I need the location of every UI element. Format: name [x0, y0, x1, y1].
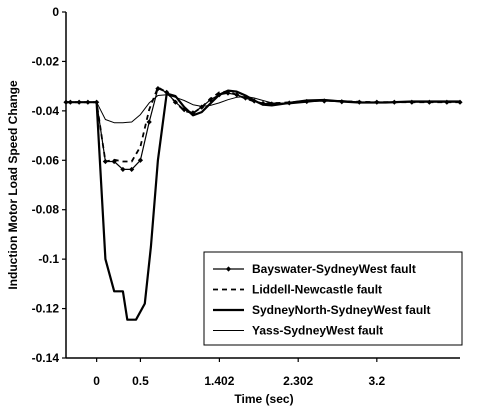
- data-point-marker: [207, 97, 214, 103]
- y-axis-title: Induction Motor Load Speed Change: [6, 80, 20, 290]
- axes: [65, 12, 460, 359]
- y-tick-label: -0.12: [32, 302, 60, 316]
- data-point-marker: [172, 99, 179, 105]
- data-point-marker: [242, 95, 249, 101]
- y-tick-label: -0.08: [32, 203, 60, 217]
- data-point-marker: [225, 90, 231, 96]
- data-point-marker: [251, 98, 257, 104]
- x-axis-ticks: 0 0.5 1.402 2.302 3.2: [93, 358, 385, 388]
- legend-label: Bayswater-SydneyWest fault: [252, 262, 416, 276]
- data-point-marker: [216, 92, 222, 98]
- data-point-marker: [94, 99, 100, 105]
- x-tick-label: 3.2: [368, 374, 385, 388]
- x-axis-title: Time (sec): [234, 392, 293, 406]
- data-point-marker: [67, 99, 73, 105]
- data-point-marker: [190, 110, 196, 116]
- data-point-marker: [260, 100, 266, 107]
- data-point-marker: [339, 99, 345, 105]
- y-tick-label: -0.14: [32, 351, 60, 365]
- data-point-marker: [269, 101, 275, 107]
- legend-marker: [225, 266, 232, 272]
- y-tick-label: -0.04: [32, 104, 60, 118]
- series-line: [66, 94, 460, 124]
- data-point-marker: [409, 99, 415, 105]
- data-point-marker: [129, 166, 135, 173]
- legend-label: SydneyNorth-SydneyWest fault: [252, 303, 430, 317]
- data-point-marker: [199, 104, 205, 110]
- data-point-marker: [304, 98, 310, 105]
- plot-area: [63, 86, 463, 321]
- data-point-marker: [85, 99, 91, 105]
- x-tick-label: 2.302: [283, 374, 313, 388]
- x-tick-label: 0: [93, 374, 100, 388]
- data-point-marker: [102, 158, 108, 165]
- data-point-marker: [164, 89, 170, 95]
- data-point-marker: [457, 99, 463, 105]
- y-tick-label: -0.1: [38, 252, 59, 266]
- x-tick-label: 1.402: [204, 374, 234, 388]
- data-point-marker: [146, 119, 152, 125]
- y-tick-label: -0.06: [32, 153, 60, 167]
- data-point-marker: [137, 157, 144, 163]
- legend-label: Liddell-Newcastle fault: [252, 283, 382, 297]
- data-point-marker: [76, 99, 82, 105]
- y-tick-label: -0.02: [32, 54, 60, 68]
- data-point-marker: [120, 166, 126, 173]
- data-point-marker: [374, 99, 380, 105]
- data-point-marker: [155, 86, 161, 92]
- data-point-marker: [234, 92, 240, 98]
- series-line: [66, 86, 460, 163]
- y-tick-label: 0: [52, 5, 59, 19]
- data-point-marker: [391, 99, 397, 105]
- data-point-marker: [181, 107, 187, 113]
- data-point-marker: [286, 100, 292, 106]
- y-axis-ticks: 0 -0.02 -0.04 -0.06 -0.08 -0.1 -0.12 -0.14: [32, 5, 66, 365]
- data-point-marker: [111, 158, 117, 165]
- data-point-marker: [444, 99, 450, 105]
- legend-box: [203, 251, 463, 346]
- data-point-marker: [321, 98, 327, 104]
- data-point-marker: [426, 99, 432, 105]
- x-tick-label: 0.5: [132, 374, 149, 388]
- legend-label: Yass-SydneyWest fault: [252, 324, 383, 338]
- data-point-marker: [356, 99, 362, 105]
- legend: Bayswater-SydneyWest fault Liddell-Newcas…: [203, 251, 463, 346]
